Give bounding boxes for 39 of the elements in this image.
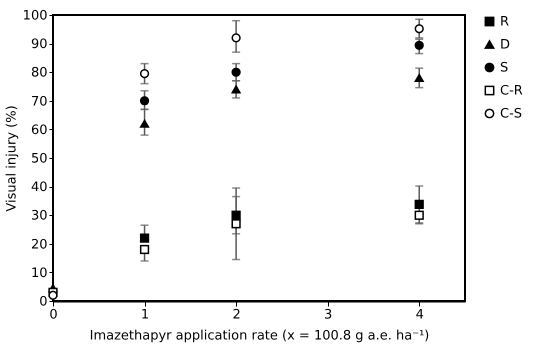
x-axis-title: Imazethapyr application rate (x = 100.8 g a.e. ha⁻¹): [90, 328, 430, 344]
y-tick-label: 100: [22, 8, 48, 24]
point: [414, 74, 424, 82]
point: [140, 96, 150, 106]
point: [140, 120, 150, 128]
point: [140, 69, 150, 78]
point: [231, 210, 241, 220]
y-tick-label: 20: [30, 237, 48, 252]
point: [231, 85, 241, 94]
point: [48, 290, 58, 300]
y-tick-label: 90: [30, 37, 48, 52]
legend-label: D: [500, 38, 510, 52]
legend-label: C-R: [500, 84, 523, 98]
point: [140, 244, 150, 254]
x-tick-label: 1: [140, 308, 150, 322]
point: [414, 200, 424, 209]
y-tick-label: 80: [30, 66, 48, 81]
y-tick-label: 60: [30, 122, 48, 138]
point: [231, 219, 241, 228]
point: [414, 210, 424, 220]
legend-label: S: [500, 60, 508, 76]
y-axis-title: Visual injury (%): [4, 105, 20, 212]
y-tick-label: 0: [39, 294, 48, 310]
x-tick-label: 4: [416, 308, 424, 322]
y-tick-label: 30: [30, 208, 48, 224]
y-tick-label: 50: [30, 152, 48, 166]
point: [140, 233, 150, 243]
point: [231, 68, 241, 77]
y-tick-label: 70: [30, 94, 48, 110]
x-tick-label: 3: [324, 308, 332, 322]
point: [231, 33, 241, 42]
x-tick-label: 2: [232, 308, 241, 322]
point: [414, 24, 424, 34]
legend-label: R: [500, 14, 510, 30]
legend-label: C-S: [500, 106, 522, 122]
x-tick-label: 0: [49, 308, 58, 322]
point: [414, 40, 424, 50]
y-tick-label: 40: [30, 180, 48, 196]
y-tick-label: 10: [30, 266, 48, 281]
